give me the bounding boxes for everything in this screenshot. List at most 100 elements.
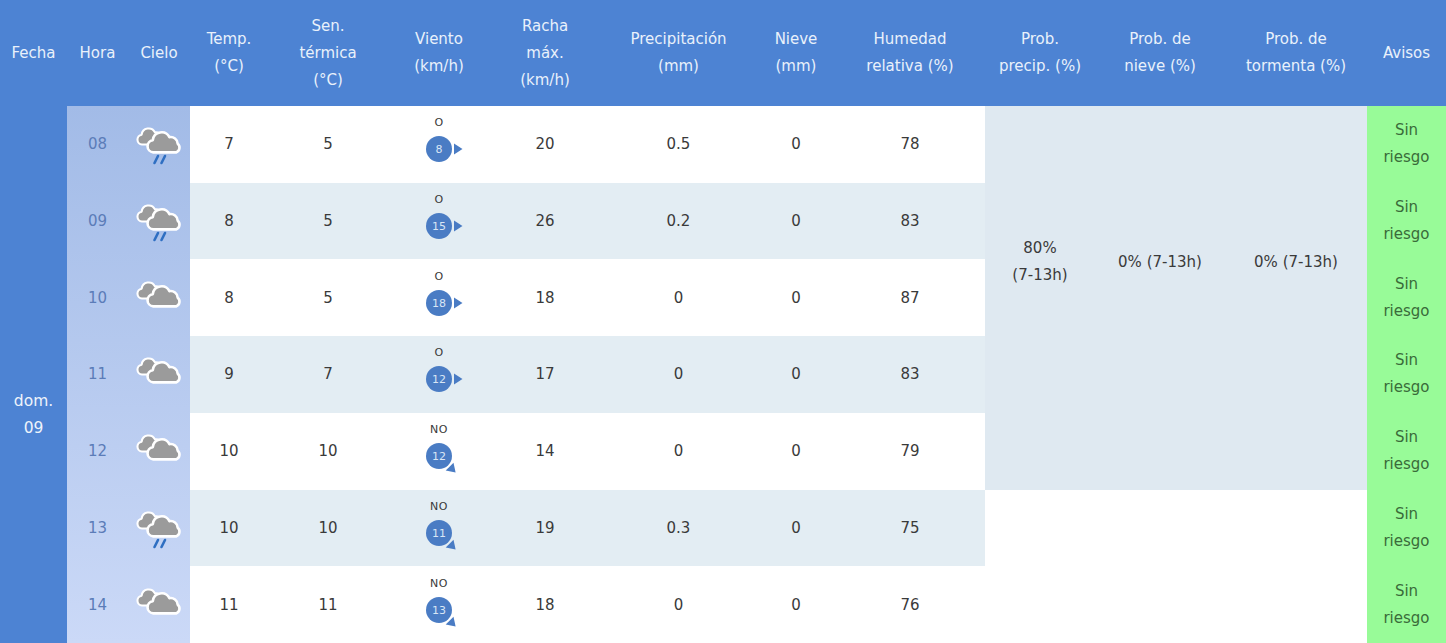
snow-value: 0 <box>757 183 835 260</box>
humidity-value: 83 <box>835 336 985 413</box>
wind-widget: O 18 <box>388 259 490 336</box>
wind-speed-value: 13 <box>432 604 446 617</box>
hour-label: 08 <box>67 106 128 183</box>
wind-speed-value: 12 <box>432 450 446 463</box>
prob-precip-summary: 80% (7-13h) <box>985 70 1095 454</box>
warning-cell: Sin riesgo <box>1367 490 1446 567</box>
hour-label: 09 <box>67 183 128 260</box>
humidity-value: 75 <box>835 490 985 567</box>
wind-direction-label: NO <box>430 500 448 513</box>
header-humedad: Humedad relativa (%) <box>835 0 985 106</box>
temp-value: 8 <box>190 259 268 336</box>
prob-snow-summary: 0% (7-13h) <box>1095 70 1225 454</box>
gust-value: 14 <box>490 413 600 490</box>
humidity-value: 78 <box>835 106 985 183</box>
precipitation-value: 0.2 <box>600 183 757 260</box>
temp-value: 10 <box>190 490 268 567</box>
wind-direction-label: O <box>434 116 443 129</box>
humidity-value: 76 <box>835 566 985 643</box>
wind-direction-arrow-icon: 13 <box>415 591 463 633</box>
wind-direction-arrow-icon: 11 <box>415 514 463 556</box>
hour-label: 10 <box>67 259 128 336</box>
gust-value: 20 <box>490 106 600 183</box>
precipitation-value: 0.3 <box>600 490 757 567</box>
wind-widget: NO 13 <box>388 566 490 643</box>
precipitation-value: 0 <box>600 566 757 643</box>
wind-widget: NO 12 <box>388 413 490 490</box>
warning-cell: Sin riesgo <box>1367 413 1446 490</box>
temp-value: 7 <box>190 106 268 183</box>
header-prob_nieve: Prob. de nieve (%) <box>1095 0 1225 106</box>
date-cell: dom. 09 <box>0 146 67 643</box>
date-day-abbrev: dom. <box>14 388 53 415</box>
header-precipitacion: Precipitación (mm) <box>600 0 757 106</box>
wind-direction-label: NO <box>430 423 448 436</box>
snow-value: 0 <box>757 336 835 413</box>
precipitation-value: 0.5 <box>600 106 757 183</box>
snow-value: 0 <box>757 413 835 490</box>
date-day-number: 09 <box>24 415 44 442</box>
header-fecha: Fecha <box>0 0 67 106</box>
clouds-icon <box>128 413 190 490</box>
warning-cell: Sin riesgo <box>1367 259 1446 336</box>
wind-direction-label: NO <box>430 577 448 590</box>
warning-text: Sin riesgo <box>1379 501 1435 555</box>
weather-hourly-forecast-table: 80% (7-13h) 0% (7-13h) 0% (7-13h) FechaH… <box>0 0 1446 643</box>
wind-direction-arrow-icon: 12 <box>415 437 463 479</box>
wind-direction-label: O <box>434 270 443 283</box>
wind-speed-value: 18 <box>432 297 446 310</box>
temp-value: 11 <box>190 566 268 643</box>
header-hora: Hora <box>67 0 128 106</box>
precipitation-value: 0 <box>600 413 757 490</box>
warning-cell: Sin riesgo <box>1367 183 1446 260</box>
wind-direction-arrow-icon: 8 <box>415 130 463 172</box>
snow-value: 0 <box>757 566 835 643</box>
gust-value: 26 <box>490 183 600 260</box>
table-header: FechaHoraCieloTemp. (°C)Sen. térmica (°C… <box>0 0 1446 106</box>
snow-value: 0 <box>757 490 835 567</box>
header-racha_max: Racha máx. (km/h) <box>490 0 600 106</box>
warning-cell: Sin riesgo <box>1367 566 1446 643</box>
hour-label: 11 <box>67 336 128 413</box>
wind-speed-value: 8 <box>436 143 443 156</box>
rain-clouds-icon <box>128 183 190 260</box>
precipitation-value: 0 <box>600 336 757 413</box>
warning-text: Sin riesgo <box>1379 194 1435 248</box>
temp-value: 8 <box>190 183 268 260</box>
warning-cell: Sin riesgo <box>1367 336 1446 413</box>
warning-text: Sin riesgo <box>1379 424 1435 478</box>
prob-storm-value: 0% (7-13h) <box>1254 249 1338 276</box>
prob-precip-value: 80% <box>1023 235 1056 262</box>
gust-value: 17 <box>490 336 600 413</box>
warning-text: Sin riesgo <box>1379 117 1435 171</box>
wind-direction-arrow-icon: 12 <box>415 360 463 402</box>
wind-widget: O12 <box>388 336 490 413</box>
hour-label: 13 <box>67 490 128 567</box>
header-temp: Temp. (°C) <box>190 0 268 106</box>
hour-label: 14 <box>67 566 128 643</box>
wind-direction-arrow-icon: 15 <box>415 207 463 249</box>
temp-value: 9 <box>190 336 268 413</box>
prob-precip-period: (7-13h) <box>1012 262 1067 289</box>
hour-label: 12 <box>67 413 128 490</box>
header-avisos: Avisos <box>1367 0 1446 106</box>
humidity-value: 79 <box>835 413 985 490</box>
gust-value: 18 <box>490 566 600 643</box>
wind-widget: O15 <box>388 183 490 260</box>
snow-value: 0 <box>757 106 835 183</box>
wind-direction-label: O <box>434 346 443 359</box>
rain-clouds-icon <box>128 490 190 567</box>
prob-snow-value: 0% (7-13h) <box>1118 249 1202 276</box>
wind-speed-value: 15 <box>432 220 446 233</box>
humidity-value: 87 <box>835 259 985 336</box>
feels-like-value: 10 <box>268 413 388 490</box>
warning-text: Sin riesgo <box>1379 271 1435 325</box>
header-cielo: Cielo <box>128 0 190 106</box>
wind-widget: NO11 <box>388 490 490 567</box>
wind-widget: O8 <box>388 106 490 183</box>
feels-like-value: 5 <box>268 106 388 183</box>
feels-like-value: 10 <box>268 490 388 567</box>
header-prob_tormenta: Prob. de tormenta (%) <box>1225 0 1367 106</box>
header-viento: Viento (km/h) <box>388 0 490 106</box>
snow-value: 0 <box>757 259 835 336</box>
